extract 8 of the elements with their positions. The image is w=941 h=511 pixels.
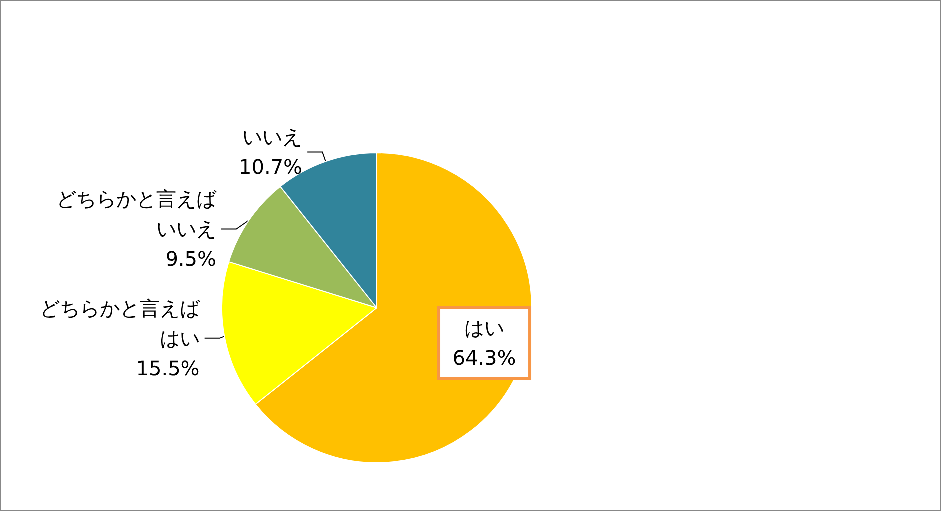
slice-label: どちらかと言えばはい [40,296,201,350]
data-label: 15.5% [136,356,200,380]
slice-label: どちらかと言えばいいえ [56,187,218,242]
slice-label: はい [464,316,505,340]
data-label: 64.3% [452,346,516,370]
data-label: 9.5% [166,247,217,272]
slice-label: いいえ [242,125,303,150]
data-label: 10.7% [239,155,303,180]
